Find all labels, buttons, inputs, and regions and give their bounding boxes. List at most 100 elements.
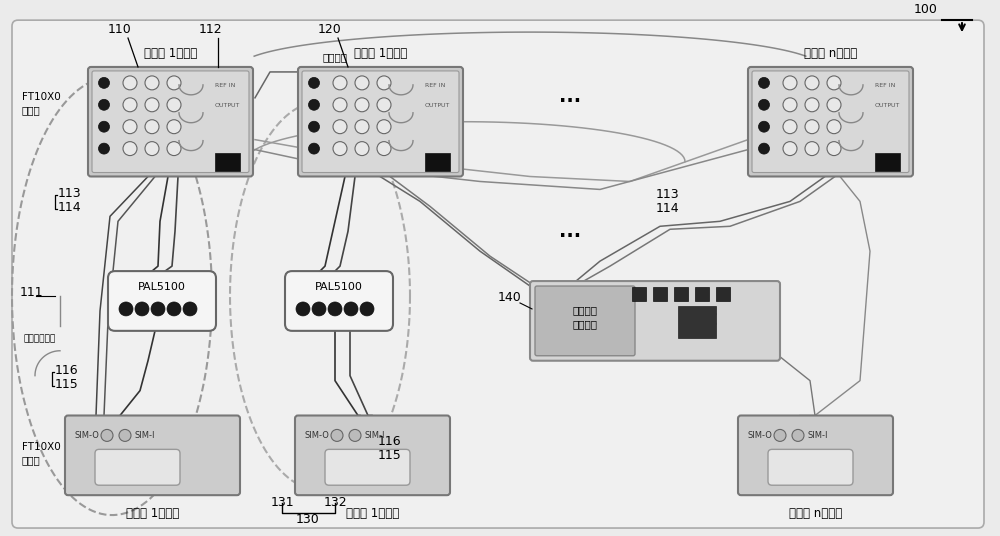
Bar	[674, 287, 688, 301]
Bar	[716, 287, 730, 301]
Circle shape	[123, 120, 137, 133]
Circle shape	[355, 98, 369, 112]
Circle shape	[145, 98, 159, 112]
FancyBboxPatch shape	[302, 71, 459, 173]
FancyBboxPatch shape	[92, 71, 249, 173]
Text: 112: 112	[198, 23, 222, 36]
Bar	[875, 153, 900, 170]
Circle shape	[333, 98, 347, 112]
Text: REF IN: REF IN	[875, 83, 895, 88]
Circle shape	[183, 302, 197, 316]
Circle shape	[312, 302, 326, 316]
Text: 100: 100	[914, 3, 938, 16]
Circle shape	[355, 76, 369, 90]
Circle shape	[308, 121, 320, 132]
Circle shape	[355, 142, 369, 155]
Text: 主设奇 1后面板: 主设奇 1后面板	[126, 507, 179, 520]
Circle shape	[145, 76, 159, 90]
Circle shape	[333, 76, 347, 90]
Circle shape	[827, 76, 841, 90]
Bar	[632, 287, 646, 301]
Text: OUTPUT: OUTPUT	[425, 103, 450, 108]
Circle shape	[360, 302, 374, 316]
Circle shape	[377, 98, 391, 112]
Circle shape	[167, 120, 181, 133]
Text: 主设备 1前面板: 主设备 1前面板	[144, 47, 197, 60]
Text: REF IN: REF IN	[425, 83, 445, 88]
FancyBboxPatch shape	[88, 67, 253, 176]
Text: ...: ...	[559, 87, 581, 106]
Circle shape	[805, 120, 819, 133]
Circle shape	[123, 98, 137, 112]
Circle shape	[377, 142, 391, 155]
Text: 116: 116	[378, 435, 402, 449]
Circle shape	[135, 302, 149, 316]
Text: FT10X0
后面板: FT10X0 后面板	[22, 442, 61, 465]
Text: PAL5100: PAL5100	[138, 282, 186, 292]
Text: 116: 116	[55, 363, 79, 377]
Circle shape	[101, 429, 113, 441]
Circle shape	[145, 120, 159, 133]
Circle shape	[783, 120, 797, 133]
Circle shape	[308, 77, 320, 88]
Text: 113: 113	[656, 189, 680, 202]
Circle shape	[333, 120, 347, 133]
Text: SIM-O: SIM-O	[305, 431, 329, 440]
FancyBboxPatch shape	[325, 449, 410, 485]
Text: 114: 114	[58, 202, 82, 214]
Text: 113: 113	[58, 188, 82, 200]
FancyBboxPatch shape	[95, 449, 180, 485]
Circle shape	[331, 429, 343, 441]
Circle shape	[805, 98, 819, 112]
Bar	[678, 306, 716, 338]
Circle shape	[296, 302, 310, 316]
FancyBboxPatch shape	[12, 20, 984, 528]
FancyBboxPatch shape	[65, 415, 240, 495]
Bar	[653, 287, 667, 301]
Text: SIM-I: SIM-I	[365, 431, 385, 440]
Circle shape	[333, 142, 347, 155]
Text: SIM-O: SIM-O	[748, 431, 772, 440]
Text: 111: 111	[20, 286, 44, 299]
Circle shape	[377, 120, 391, 133]
Text: OUTPUT: OUTPUT	[875, 103, 900, 108]
Text: 131: 131	[270, 496, 294, 509]
Circle shape	[145, 142, 159, 155]
Circle shape	[759, 99, 770, 110]
Circle shape	[355, 120, 369, 133]
Circle shape	[805, 76, 819, 90]
Text: 110: 110	[108, 23, 132, 36]
Text: FT10X0
前面板: FT10X0 前面板	[22, 92, 61, 115]
Text: 从设奇 n前面板: 从设奇 n前面板	[804, 47, 857, 60]
Text: 从设奇 1后面板: 从设奇 1后面板	[346, 507, 399, 520]
Circle shape	[827, 120, 841, 133]
Text: SIM-I: SIM-I	[135, 431, 155, 440]
Text: 115: 115	[55, 378, 79, 391]
Text: 从设奇 n后面板: 从设奇 n后面板	[789, 507, 842, 520]
Circle shape	[792, 429, 804, 441]
Circle shape	[308, 143, 320, 154]
Text: SIM-I: SIM-I	[808, 431, 828, 440]
Bar	[695, 287, 709, 301]
Text: PAL5100: PAL5100	[315, 282, 363, 292]
FancyBboxPatch shape	[285, 271, 393, 331]
Text: ...: ...	[559, 222, 581, 241]
Bar	[215, 153, 240, 170]
Circle shape	[98, 99, 110, 110]
Circle shape	[349, 429, 361, 441]
FancyBboxPatch shape	[298, 67, 463, 176]
Circle shape	[123, 76, 137, 90]
Text: 同步信号输入: 同步信号输入	[24, 334, 56, 344]
Circle shape	[167, 98, 181, 112]
FancyBboxPatch shape	[295, 415, 450, 495]
Bar	[425, 153, 450, 170]
Circle shape	[377, 76, 391, 90]
Text: REF IN: REF IN	[215, 83, 235, 88]
Circle shape	[167, 142, 181, 155]
Text: 120: 120	[318, 23, 342, 36]
Circle shape	[308, 99, 320, 110]
Circle shape	[774, 429, 786, 441]
Circle shape	[167, 302, 181, 316]
Text: PC: PC	[692, 311, 718, 330]
Circle shape	[827, 142, 841, 155]
